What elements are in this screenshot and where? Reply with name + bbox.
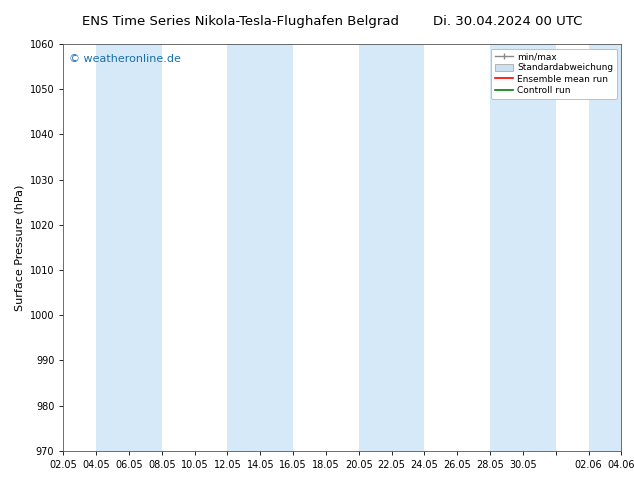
Text: Di. 30.04.2024 00 UTC: Di. 30.04.2024 00 UTC [432, 15, 582, 28]
Bar [228, 44, 293, 451]
Y-axis label: Surface Pressure (hPa): Surface Pressure (hPa) [14, 184, 24, 311]
Bar [96, 44, 162, 451]
Legend: min/max, Standardabweichung, Ensemble mean run, Controll run: min/max, Standardabweichung, Ensemble me… [491, 49, 617, 98]
Bar [490, 44, 555, 451]
Text: © weatheronline.de: © weatheronline.de [69, 54, 181, 64]
Text: ENS Time Series Nikola-Tesla-Flughafen Belgrad: ENS Time Series Nikola-Tesla-Flughafen B… [82, 15, 399, 28]
Bar [588, 44, 621, 451]
Bar [359, 44, 424, 451]
